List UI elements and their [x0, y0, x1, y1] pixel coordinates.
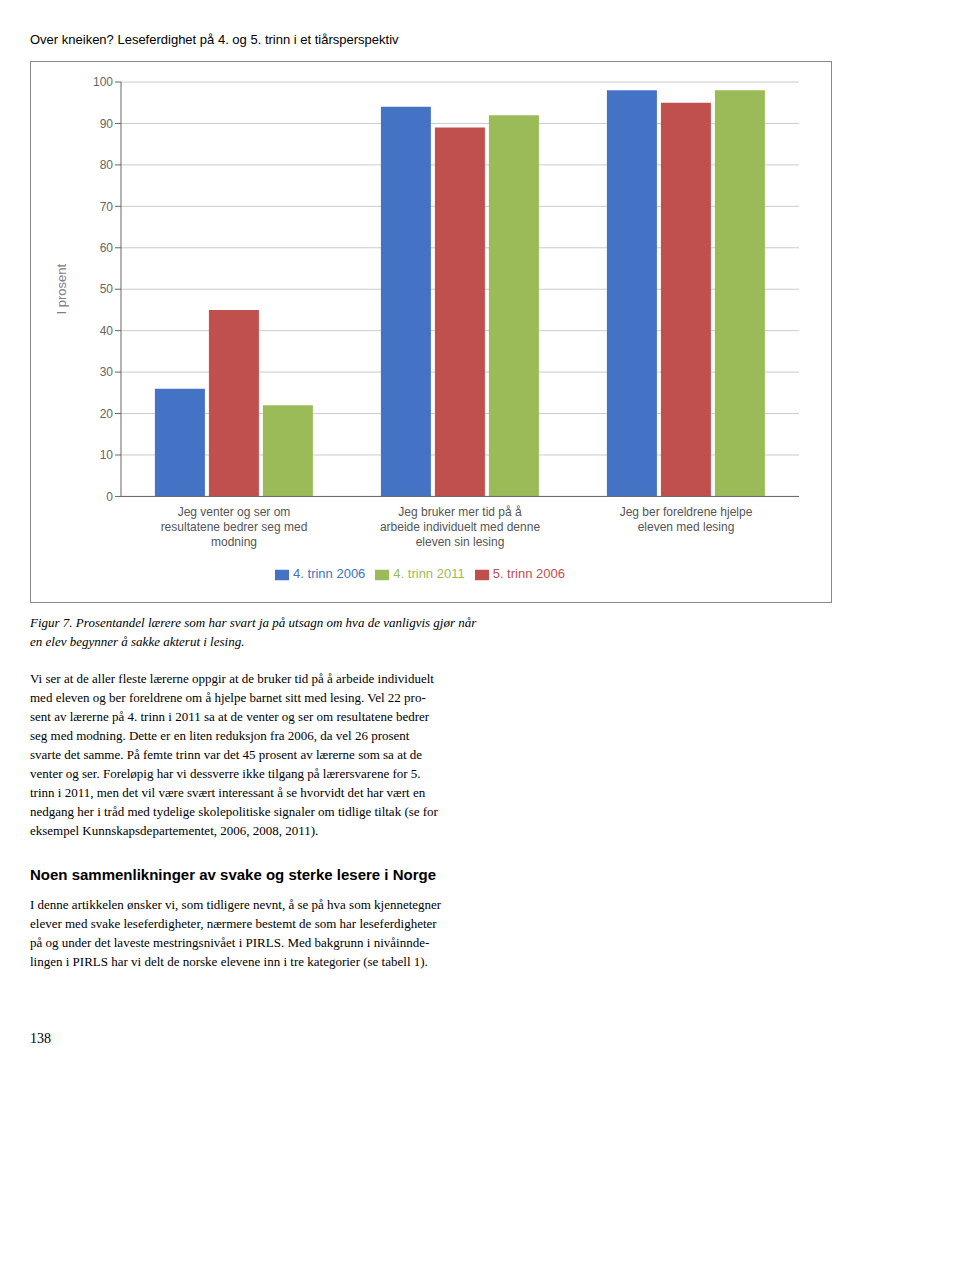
svg-text:90: 90 — [100, 117, 114, 131]
svg-text:60: 60 — [100, 241, 114, 255]
svg-text:0: 0 — [106, 490, 113, 504]
html-text:138: 138 — [30, 1031, 51, 1046]
html-text:Vi ser at de aller fleste lære: Vi ser at de aller fleste lærerne oppgir… — [30, 671, 438, 838]
svg-text:40: 40 — [100, 324, 114, 338]
svg-text:Jeg venter og ser omresultaten: Jeg venter og ser omresultatene bedrer s… — [161, 505, 308, 549]
svg-text:10: 10 — [100, 448, 114, 462]
svg-text:70: 70 — [100, 200, 114, 214]
html-text:4. trinn 2011: 4. trinn 2011 — [393, 566, 465, 582]
html-text:Figur 7. Prosentandel lærere s: Figur 7. Prosentandel lærere som har sva… — [30, 615, 477, 649]
svg-text:100: 100 — [93, 75, 113, 89]
svg-text:30: 30 — [100, 365, 114, 379]
html-text:5. trinn 2006: 5. trinn 2006 — [492, 566, 565, 582]
html-text:I denne artikkelen ønsker vi,: I denne artikkelen ønsker vi, som tidlig… — [30, 897, 442, 969]
html-text:Over kneiken? Leseferdighet på: Over kneiken? Leseferdighet på 4. og 5. … — [30, 32, 399, 47]
svg-text:20: 20 — [100, 407, 114, 421]
svg-text:Jeg ber foreldrene hjelpeeleve: Jeg ber foreldrene hjelpeeleven med lesi… — [620, 505, 753, 534]
html-text:4. trinn 2006: 4. trinn 2006 — [293, 566, 366, 582]
svg-text:80: 80 — [100, 158, 114, 172]
svg-text:Jeg bruker mer tid på åarbeide: Jeg bruker mer tid på åarbeide individue… — [380, 505, 540, 549]
svg-text:50: 50 — [100, 282, 114, 296]
html-text:Noen sammenlikninger av svake: Noen sammenlikninger av svake og sterke … — [30, 866, 436, 883]
svg-text:I prosent: I prosent — [54, 264, 69, 315]
